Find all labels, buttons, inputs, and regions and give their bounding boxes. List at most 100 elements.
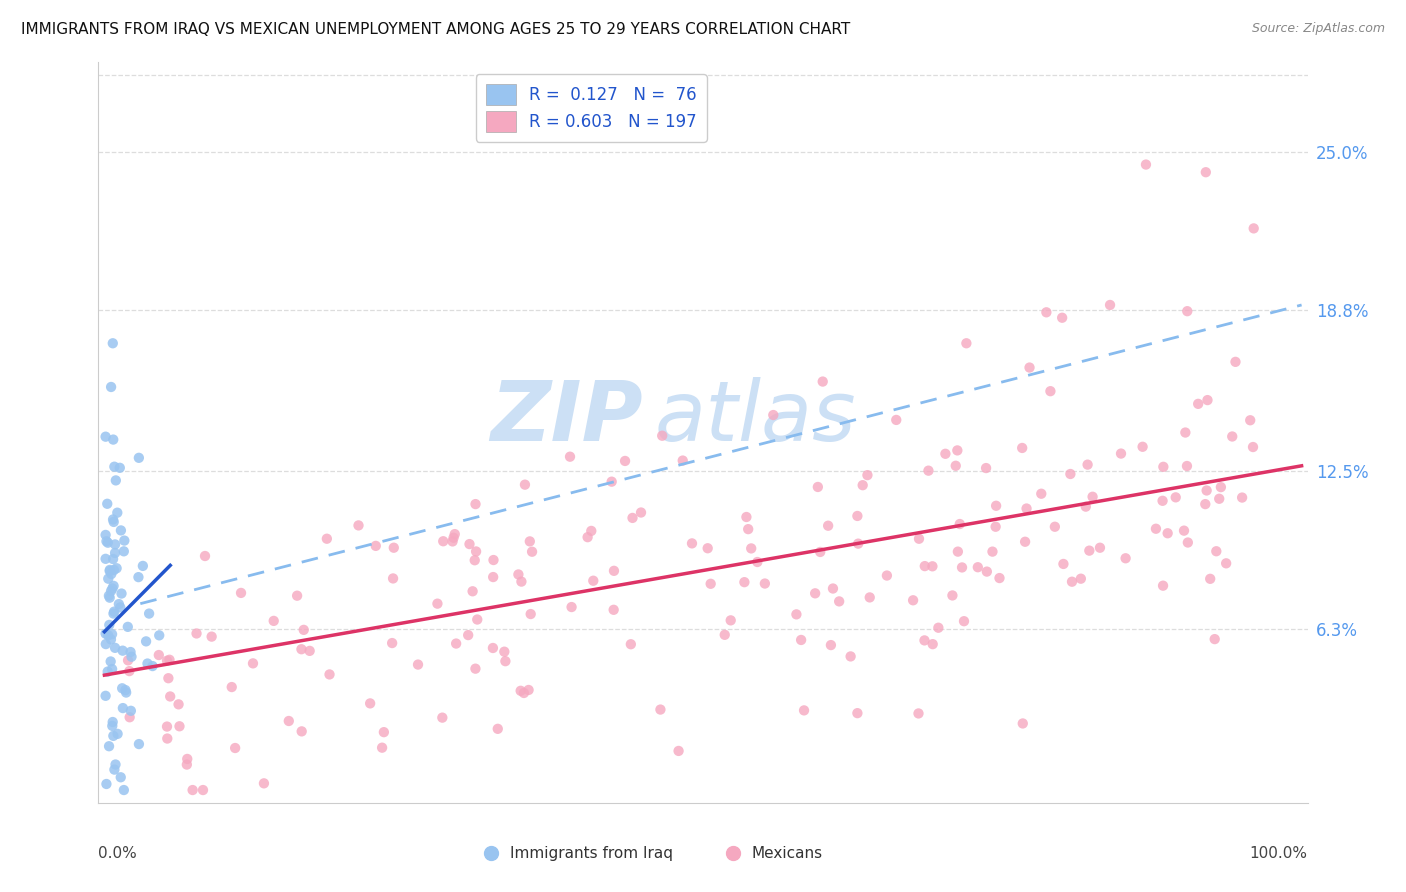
Point (603, 564, 626, 578)
Point (790, 632, 813, 647)
Point (1199, 572, 1222, 586)
Point (108, 597, 131, 611)
Point (1014, 534, 1036, 549)
Point (104, 546, 127, 560)
Point (443, 531, 465, 545)
Point (97, 589, 120, 603)
Point (100, 632, 122, 647)
Point (733, 575, 755, 590)
Point (966, 560, 988, 574)
Point (104, 757, 127, 772)
Point (443, 527, 465, 541)
Point (103, 579, 125, 593)
Point (946, 443, 969, 458)
Point (934, 447, 956, 461)
Point (101, 662, 124, 676)
Point (103, 433, 125, 447)
Point (508, 567, 530, 582)
Point (785, 607, 807, 622)
Point (97, 628, 120, 642)
Point (720, 613, 742, 627)
Point (713, 628, 735, 642)
Point (921, 559, 943, 574)
Point (630, 506, 652, 520)
Point (651, 428, 673, 442)
Point (110, 586, 132, 600)
Point (1043, 520, 1066, 534)
Point (927, 621, 949, 635)
Point (517, 683, 540, 698)
Point (988, 571, 1011, 585)
Point (98, 591, 121, 605)
Point (191, 783, 214, 797)
Point (128, 450, 150, 465)
Point (762, 408, 785, 422)
Point (582, 574, 605, 588)
Point (103, 607, 125, 621)
Point (118, 710, 141, 724)
Point (953, 614, 976, 628)
Point (110, 524, 132, 538)
Point (221, 680, 243, 694)
Point (672, 453, 695, 467)
Point (148, 628, 170, 642)
Point (381, 636, 404, 650)
Point (285, 589, 308, 603)
Point (793, 703, 815, 717)
Point (1152, 579, 1174, 593)
Legend: R =  0.127   N =  76, R = 0.603   N = 197: R = 0.127 N = 76, R = 0.603 N = 197 (475, 74, 706, 142)
Point (1088, 541, 1111, 555)
Point (315, 532, 337, 546)
Point (482, 570, 505, 584)
Point (457, 628, 479, 642)
Point (115, 685, 138, 699)
Point (735, 510, 758, 524)
Point (105, 561, 128, 575)
Point (121, 649, 143, 664)
Point (884, 413, 907, 427)
Point (169, 719, 191, 733)
Point (156, 731, 179, 746)
Point (820, 638, 842, 652)
Point (486, 722, 509, 736)
Point (901, 593, 924, 607)
Point (561, 600, 583, 615)
Point (1175, 458, 1198, 473)
Point (103, 763, 125, 777)
Point (1225, 355, 1247, 369)
Point (955, 336, 977, 351)
Point (581, 524, 603, 538)
Point (696, 541, 718, 556)
Point (104, 474, 127, 488)
Point (127, 570, 149, 584)
Point (1239, 413, 1261, 427)
Point (114, 683, 136, 698)
Point (100, 380, 122, 394)
Point (98, 564, 121, 578)
Point (464, 553, 486, 567)
Point (1195, 165, 1218, 179)
Point (100, 655, 122, 669)
Point (1175, 304, 1198, 318)
Point (949, 516, 972, 531)
Point (263, 614, 285, 628)
Point (1077, 458, 1099, 472)
Point (117, 653, 139, 667)
Point (576, 530, 599, 544)
Text: Immigrants from Iraq: Immigrants from Iraq (509, 846, 672, 861)
Point (94, 551, 117, 566)
Point (94, 626, 117, 640)
Point (1177, 535, 1199, 549)
Point (298, 644, 321, 658)
Point (112, 783, 135, 797)
Text: IMMIGRANTS FROM IRAQ VS MEXICAN UNEMPLOYMENT AMONG AGES 25 TO 29 YEARS CORRELATI: IMMIGRANTS FROM IRAQ VS MEXICAN UNEMPLOY… (21, 22, 851, 37)
Point (253, 776, 276, 790)
Point (464, 497, 486, 511)
Point (110, 770, 132, 784)
Point (945, 458, 967, 473)
Point (946, 544, 969, 558)
Point (156, 654, 179, 668)
Point (132, 558, 155, 573)
Point (103, 563, 125, 577)
Point (291, 724, 314, 739)
